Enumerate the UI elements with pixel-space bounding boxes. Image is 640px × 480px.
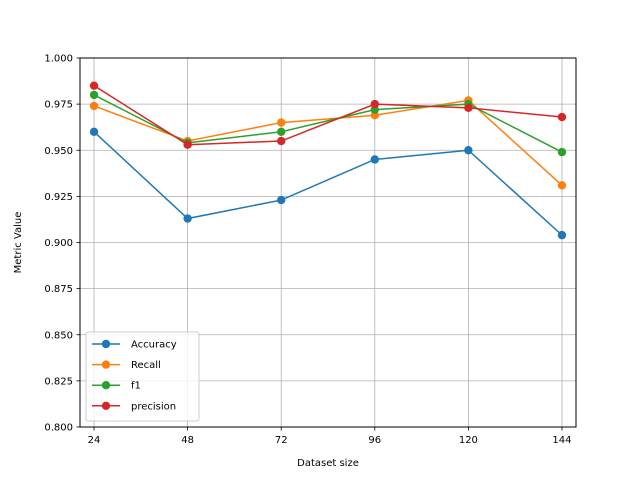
legend-marker xyxy=(101,360,111,369)
y-axis-ticks: 0.800 0.825 0.850 0.875 0.900 0.925 0.950 0.975… xyxy=(44,54,80,434)
data-point-recall xyxy=(557,181,567,190)
x-axis-ticks: 24 48 72 96 120 144 xyxy=(88,427,572,446)
data-point-accuracy xyxy=(464,146,473,155)
data-point-precision xyxy=(464,103,473,113)
legend-item-accuracy: Accuracy xyxy=(92,340,177,351)
data-point-f1 xyxy=(277,127,286,136)
data-point-accuracy xyxy=(557,230,567,240)
legend-label: f1 xyxy=(131,381,141,392)
data-point-f1 xyxy=(89,90,99,100)
y-tick-label: 0.875 xyxy=(44,284,73,295)
data-point-accuracy xyxy=(183,214,192,223)
legend-item-precision: precision xyxy=(92,401,176,412)
data-point-precision xyxy=(89,81,99,90)
legend-marker xyxy=(101,401,111,410)
series-line-recall xyxy=(93,99,563,186)
data-point-accuracy xyxy=(277,195,286,205)
y-tick-label: 0.825 xyxy=(44,376,73,387)
series-line-precision xyxy=(93,85,563,146)
y-tick-label: 1.000 xyxy=(44,54,73,65)
legend-marker xyxy=(101,381,111,390)
data-point-precision xyxy=(183,140,192,149)
x-axis-label: Dataset size xyxy=(297,458,359,469)
y-tick-label: 0.925 xyxy=(44,192,73,203)
data-point-precision xyxy=(370,99,379,109)
series-line-f1 xyxy=(93,94,563,153)
legend: Accuracy Recall f1 precision xyxy=(85,331,200,422)
y-tick-label: 0.975 xyxy=(44,100,73,111)
data-point-accuracy xyxy=(89,127,99,136)
y-tick-label: 0.900 xyxy=(44,238,73,249)
x-tick-label: 120 xyxy=(459,435,478,446)
series-precision xyxy=(89,81,567,149)
legend-label: Accuracy xyxy=(131,340,177,351)
x-tick-label: 48 xyxy=(181,435,194,446)
y-tick-label: 0.800 xyxy=(44,423,73,434)
y-tick-label: 0.850 xyxy=(44,330,73,341)
series-line-accuracy xyxy=(93,131,563,236)
x-tick-label: 72 xyxy=(275,435,288,446)
legend-box xyxy=(85,331,200,422)
data-point-precision xyxy=(277,136,286,146)
x-tick-label: 144 xyxy=(552,435,571,446)
series-accuracy xyxy=(89,127,567,240)
data-point-accuracy xyxy=(370,155,379,164)
y-tick-label: 0.950 xyxy=(44,146,73,157)
series-layer xyxy=(89,81,567,240)
x-tick-label: 96 xyxy=(368,435,381,446)
y-axis-label: Metric Value xyxy=(13,212,24,274)
legend-marker xyxy=(101,339,111,349)
legend-item-f1: f1 xyxy=(92,381,141,392)
data-point-f1 xyxy=(557,147,567,157)
legend-label: Recall xyxy=(131,360,161,371)
data-point-recall xyxy=(277,118,286,127)
x-tick-label: 24 xyxy=(88,435,101,446)
legend-label: precision xyxy=(131,401,176,412)
legend-item-recall: Recall xyxy=(92,360,161,371)
data-point-precision xyxy=(557,112,567,122)
data-point-recall xyxy=(89,101,99,111)
